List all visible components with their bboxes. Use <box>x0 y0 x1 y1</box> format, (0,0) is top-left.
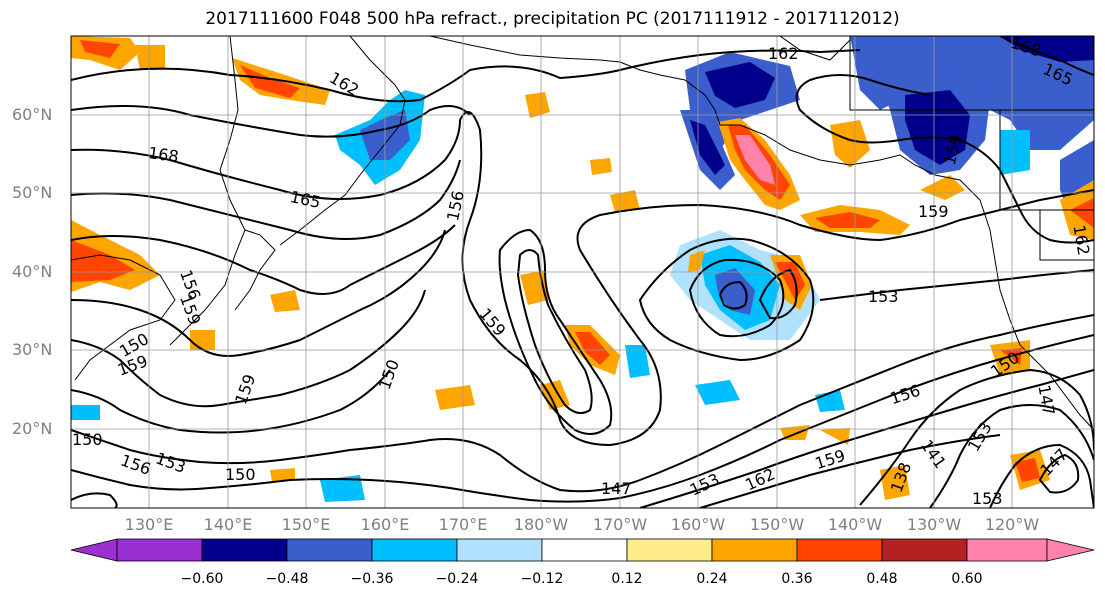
colorbar-tick: 0.60 <box>951 571 983 587</box>
contour-label: 162 <box>768 44 799 63</box>
lon-label-170e: 170°E <box>438 515 488 534</box>
lat-label-60n: 60°N <box>12 105 53 124</box>
lon-label-170w: 170°W <box>592 515 648 534</box>
lon-label-130e: 130°E <box>124 515 174 534</box>
lon-label-120w: 120°W <box>984 515 1040 534</box>
contour-label: 159 <box>918 202 949 221</box>
colorbar-tick: −0.12 <box>520 571 564 587</box>
colorbar-tick: 0.48 <box>866 571 898 587</box>
colorbar-bin <box>116 538 203 562</box>
lat-label-30n: 30°N <box>12 340 53 359</box>
lon-label-180w: 180°W <box>513 515 569 534</box>
lon-label-160w: 160°W <box>670 515 726 534</box>
contour-label: 153 <box>972 489 1003 508</box>
lat-label-20n: 20°N <box>12 419 53 438</box>
colorbar-extend-high <box>1046 538 1095 562</box>
colorbar-tick: 0.12 <box>611 571 643 587</box>
map-title: 2017111600 F048 500 hPa refract., precip… <box>205 9 900 29</box>
colorbar-bin <box>626 538 713 562</box>
colorbar-bin <box>881 538 968 562</box>
colorbar-bin <box>966 538 1048 562</box>
colorbar-extend-low <box>70 538 118 562</box>
lon-label-160e: 160°E <box>360 515 410 534</box>
contour-label: 168 <box>147 143 180 166</box>
colorbar-tick: 0.24 <box>696 571 728 587</box>
colorbar-tick: −0.36 <box>350 571 394 587</box>
lon-label-140e: 140°E <box>203 515 253 534</box>
lon-label-130w: 130°W <box>906 515 962 534</box>
colorbar-bin <box>796 538 883 562</box>
colorbar-bin <box>456 538 543 562</box>
colorbar-bin <box>201 538 288 562</box>
colorbar-bin <box>371 538 458 562</box>
colorbar <box>70 538 1095 562</box>
colorbar-tick: 0.36 <box>781 571 813 587</box>
contour-label: 150 <box>225 465 256 484</box>
contour-label: 153 <box>868 287 899 306</box>
map-frame <box>70 35 1095 509</box>
contour-label: 150 <box>72 430 103 449</box>
lat-label-50n: 50°N <box>12 183 53 202</box>
height-contours <box>71 36 1094 508</box>
colorbar-tick: −0.48 <box>265 571 309 587</box>
lon-label-140w: 140°W <box>827 515 883 534</box>
graticule <box>71 36 1094 508</box>
lat-label-40n: 40°N <box>12 262 53 281</box>
lon-label-150e: 150°E <box>281 515 331 534</box>
colorbar-bin <box>711 538 798 562</box>
colorbar-tick: −0.60 <box>180 571 224 587</box>
colorbar-bin <box>286 538 373 562</box>
lon-label-150w: 150°W <box>749 515 805 534</box>
shading-layer <box>71 36 1094 502</box>
coastlines <box>71 36 1094 431</box>
contour-label: 147 <box>601 479 632 498</box>
colorbar-tick: −0.24 <box>435 571 479 587</box>
colorbar-bin <box>541 538 628 562</box>
